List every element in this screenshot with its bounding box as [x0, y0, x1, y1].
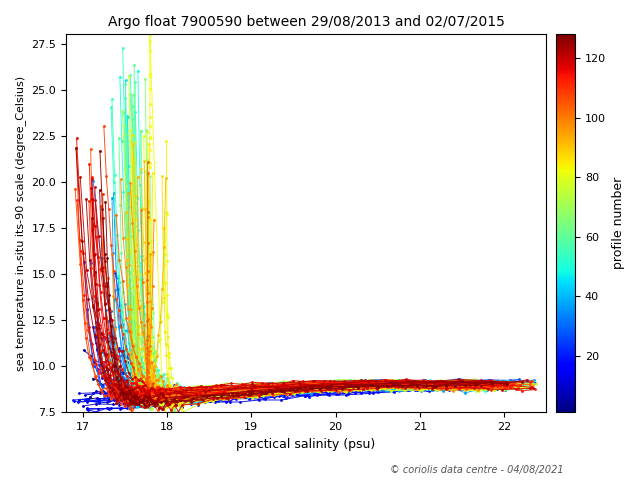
Y-axis label: profile number: profile number: [612, 177, 625, 269]
X-axis label: practical salinity (psu): practical salinity (psu): [236, 438, 376, 451]
Title: Argo float 7900590 between 29/08/2013 and 02/07/2015: Argo float 7900590 between 29/08/2013 an…: [108, 15, 504, 29]
Text: © coriolis data centre - 04/08/2021: © coriolis data centre - 04/08/2021: [390, 465, 563, 475]
Y-axis label: sea temperature in-situ its-90 scale (degree_Celsius): sea temperature in-situ its-90 scale (de…: [15, 76, 26, 371]
